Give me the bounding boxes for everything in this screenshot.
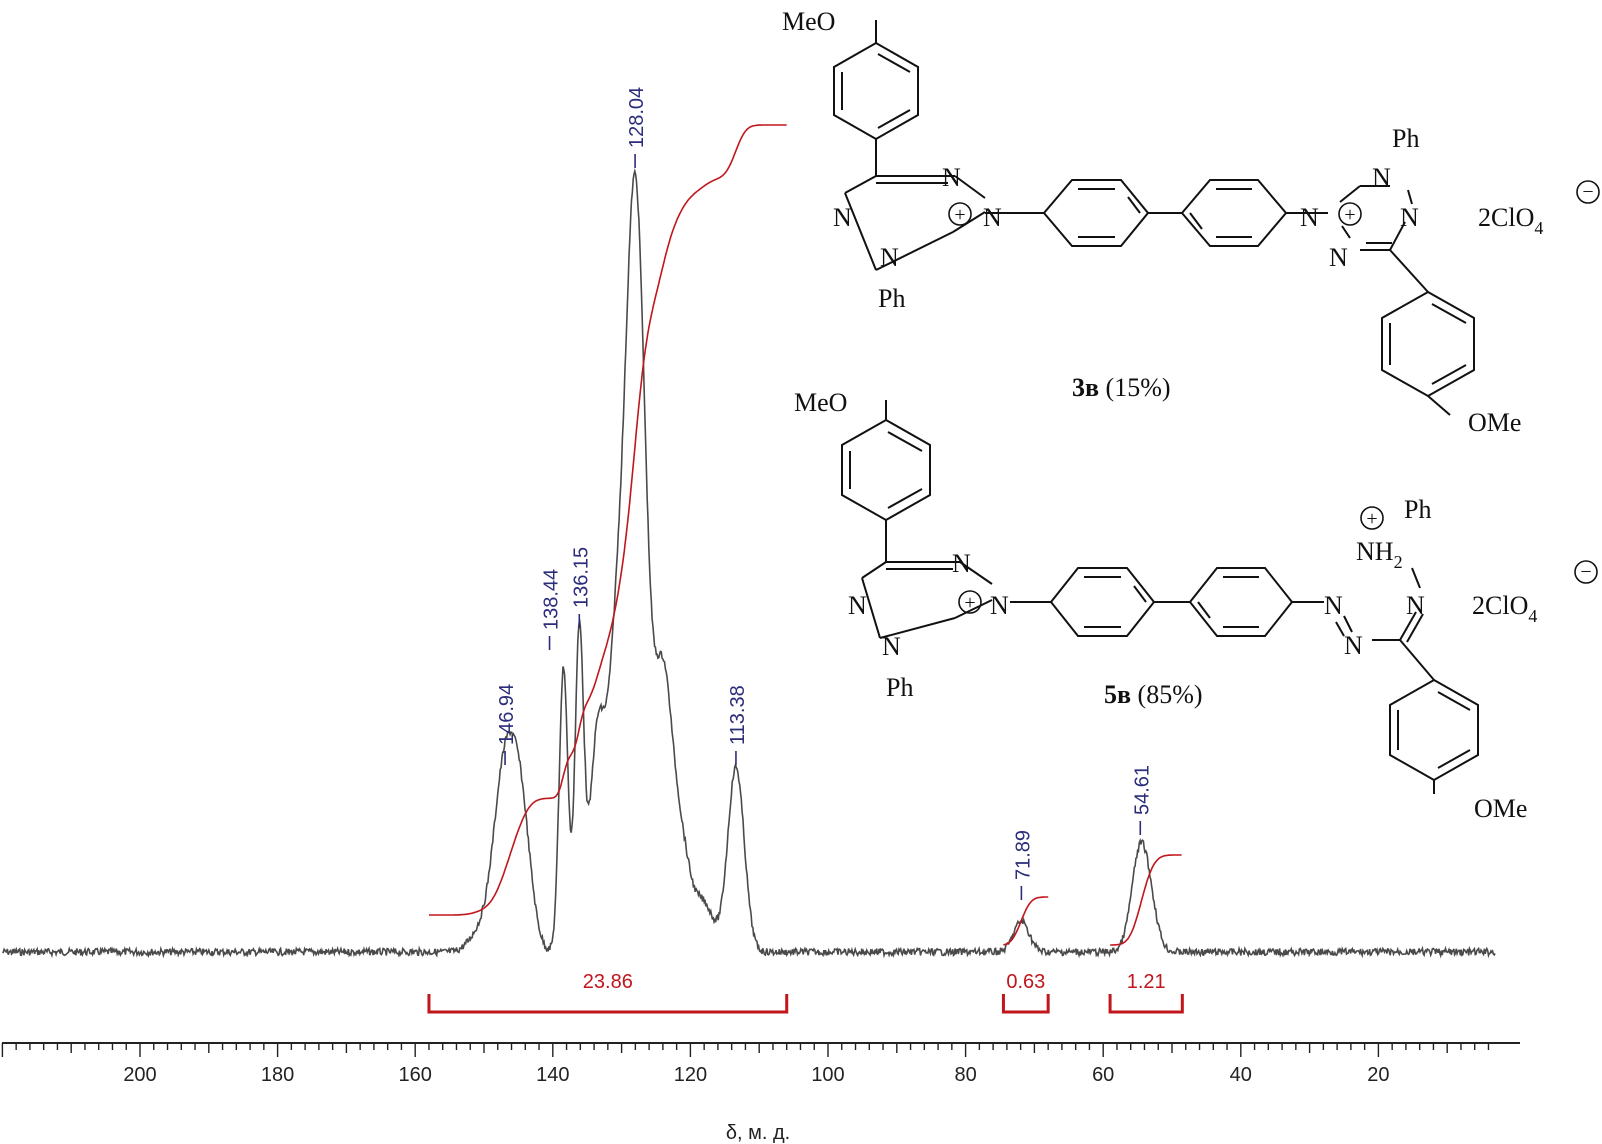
n-label: N xyxy=(1400,203,1419,232)
minus-charge-icon xyxy=(1574,560,1598,584)
integral-value: 1.21 xyxy=(1127,971,1166,993)
nh2-label: NH2 xyxy=(1356,537,1403,572)
n-label: N xyxy=(1344,631,1363,660)
integral-brackets: 23.86 0.63 1.21 xyxy=(427,971,1184,1014)
n-label: N xyxy=(990,591,1009,620)
integral-bracket xyxy=(1001,994,1050,1014)
x-tick-label: 20 xyxy=(1367,1064,1389,1086)
peak-label: 54.61 xyxy=(1131,765,1153,815)
spectrum-trace xyxy=(1,168,1496,959)
peak-label: 138.44 xyxy=(541,569,563,630)
n-label: N xyxy=(952,549,971,578)
n-label: N xyxy=(1329,243,1348,272)
peak-label: 113.38 xyxy=(727,685,749,745)
integral-curve xyxy=(1003,896,1049,946)
counterion-label: 2ClO4 xyxy=(1478,203,1543,238)
integral-bracket xyxy=(427,994,789,1014)
biphenyl-ring-left-3v xyxy=(1042,179,1150,247)
charge-marks-3v: + + − xyxy=(948,180,1600,226)
structure-5v-labels: MeO N N N N Ph N N N NH2 Ph OMe 2ClO4 5в… xyxy=(794,388,1537,823)
plus-charge-symbol: + xyxy=(954,204,965,226)
peak-label: 128.04 xyxy=(626,87,648,148)
structure-3v xyxy=(833,20,1475,416)
integral-curve xyxy=(429,124,787,916)
minus-charge-icon xyxy=(1576,180,1600,204)
x-tick-label: 80 xyxy=(954,1064,976,1086)
meo-label: MeO xyxy=(794,388,847,417)
ph-label: Ph xyxy=(1404,495,1431,524)
minus-charge-symbol: − xyxy=(1582,181,1593,203)
biphenyl-ring-right-5v xyxy=(1188,567,1294,637)
x-axis: 200 180 160 140 120 100 80 60 40 20 xyxy=(1,1042,1520,1086)
compound-3v-caption: 3в (15%) xyxy=(1072,373,1171,402)
biphenyl-ring-right-3v xyxy=(1180,179,1288,247)
methoxyphenyl-ring-bottom-3v xyxy=(1381,290,1475,398)
plus-charge-symbol: + xyxy=(1344,204,1355,226)
x-tick-label: 120 xyxy=(674,1064,707,1086)
methoxyphenyl-ring-bottom-5v xyxy=(1389,678,1479,782)
x-tick-label: 60 xyxy=(1092,1064,1114,1086)
compound-5v-caption: 5в (85%) xyxy=(1104,680,1203,709)
plus-charge-icon xyxy=(948,202,972,226)
n-label: N xyxy=(1372,163,1391,192)
n-label: N xyxy=(833,203,852,232)
structure-3v-labels: MeO N N N N Ph N N Ph N N OMe 2ClO4 3в (… xyxy=(782,7,1543,437)
ome-label: OMe xyxy=(1474,794,1527,823)
formazan-chain-5v xyxy=(1335,567,1435,681)
integral-curves xyxy=(429,124,1182,946)
x-tick-label: 40 xyxy=(1230,1064,1252,1086)
x-tick-label: 200 xyxy=(123,1064,156,1086)
n-label: N xyxy=(983,203,1002,232)
ph-label: Ph xyxy=(1392,124,1419,153)
n-label: N xyxy=(1300,203,1319,232)
peak-label: 71.89 xyxy=(1012,830,1034,880)
plus-charge-icon xyxy=(1360,506,1384,530)
charge-marks-5v: + + − xyxy=(958,506,1598,614)
n-label: N xyxy=(1406,591,1425,620)
x-tick-label: 100 xyxy=(811,1064,844,1086)
ph-label: Ph xyxy=(886,673,913,702)
integral-curve xyxy=(1110,854,1182,946)
ome-label: OMe xyxy=(1468,408,1521,437)
peak-label: 136.15 xyxy=(570,547,592,608)
plus-charge-icon xyxy=(1338,202,1362,226)
tetrazine-ring-right-3v xyxy=(1339,185,1413,251)
x-axis-label: δ, м. д. xyxy=(726,1122,790,1144)
methoxyphenyl-ring-top-3v xyxy=(833,41,919,141)
x-tick-label: 180 xyxy=(261,1064,294,1086)
n-label: N xyxy=(942,163,961,192)
plus-charge-symbol: + xyxy=(964,592,975,614)
plus-charge-icon xyxy=(958,590,982,614)
tetrazine-ring-3v xyxy=(844,175,986,271)
n-label: N xyxy=(848,591,867,620)
n-label: N xyxy=(882,632,901,661)
integral-value: 23.86 xyxy=(583,971,633,993)
integral-bracket xyxy=(1108,994,1184,1014)
minus-charge-symbol: − xyxy=(1580,561,1591,583)
n-label: N xyxy=(1324,591,1343,620)
nmr-spectrum-chart: 23.86 0.63 1.21 146.94 138.44 136.15 128.04 11… xyxy=(1,87,1520,1144)
ph-label: Ph xyxy=(878,284,905,313)
n-label: N xyxy=(880,243,899,272)
x-tick-label: 160 xyxy=(399,1064,432,1086)
meo-label: MeO xyxy=(782,7,835,36)
x-tick-label: 140 xyxy=(536,1064,569,1086)
structure-5v xyxy=(841,400,1479,794)
methoxyphenyl-ring-top-5v xyxy=(841,418,931,522)
peak-labels: 146.94 138.44 136.15 128.04 113.38 71.89 54.61 xyxy=(496,87,1153,900)
integral-value: 0.63 xyxy=(1006,971,1045,993)
tetrazine-ring-5v xyxy=(861,561,993,639)
biphenyl-ring-left-5v xyxy=(1049,567,1156,637)
peak-label: 146.94 xyxy=(496,684,518,745)
plus-charge-symbol: + xyxy=(1366,508,1377,530)
counterion-label: 2ClO4 xyxy=(1472,591,1537,626)
